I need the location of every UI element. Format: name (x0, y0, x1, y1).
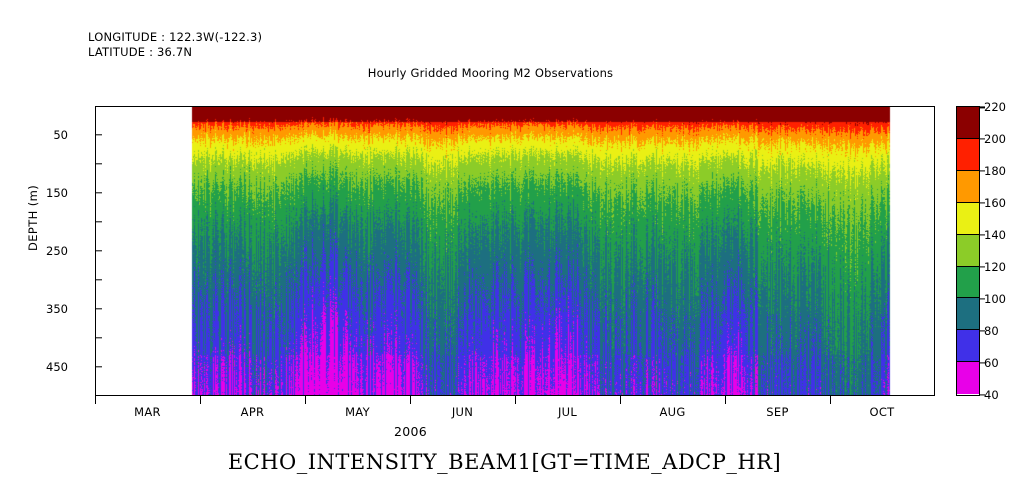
y-axis-minor-tick-mark (95, 279, 102, 281)
colorbar-band (957, 330, 979, 363)
y-axis-tick-mark (95, 308, 102, 310)
y-axis-tick-mark (95, 134, 102, 136)
colorbar-tick-mark (980, 298, 985, 300)
colorbar-band (957, 107, 979, 139)
x-axis-tick-mark (305, 396, 307, 404)
x-axis-tick-label: AUG (659, 405, 686, 419)
x-axis-tick-label: OCT (869, 405, 895, 419)
y-axis-minor-tick-mark (95, 221, 102, 223)
colorbar-band (957, 138, 979, 171)
x-axis-label: 2006 (0, 424, 1009, 439)
colorbar-tick-mark (980, 138, 985, 140)
colorbar-tick-mark (980, 362, 985, 364)
colorbar-tick-label: 120 (984, 259, 1006, 274)
colorbar-band (957, 202, 979, 235)
colorbar-tick-mark (980, 234, 985, 236)
y-axis-tick-mark (95, 366, 102, 368)
y-axis-tick-label: 50 (53, 128, 68, 142)
x-axis-label-text: 2006 (393, 424, 427, 439)
colorbar-tick-mark (980, 106, 985, 108)
plot-caption: ECHO_INTENSITY_BEAM1[GT=TIME_ADCP_HR] (227, 450, 782, 474)
x-axis-tick-label: APR (240, 405, 265, 419)
colorbar-band (957, 234, 979, 267)
x-axis-tick-label: MAR (134, 405, 161, 419)
colorbar-tick-label: 160 (984, 196, 1006, 211)
heatmap-canvas-wrap (96, 107, 934, 395)
y-axis-tick-label: 450 (46, 360, 68, 374)
x-axis-tick-mark (725, 396, 727, 404)
y-axis-minor-tick-mark (95, 337, 102, 339)
y-axis-tick-mark (95, 192, 102, 194)
longitude-text: LONGITUDE : 122.3W(-122.3) (88, 30, 263, 44)
colorbar-band (957, 266, 979, 299)
colorbar-tick-label: 100 (984, 291, 1006, 306)
colorbar-tick-label: 140 (984, 228, 1006, 243)
x-axis-tick-mark (830, 396, 832, 404)
y-axis-tick-label: 350 (46, 302, 68, 316)
y-axis-label: DEPTH (m) (26, 184, 40, 251)
x-axis-tick-mark (515, 396, 517, 404)
x-axis-tick-mark (95, 396, 97, 404)
x-axis-tick-label: MAY (345, 405, 370, 419)
plot-area (95, 106, 935, 396)
colorbar-band (957, 170, 979, 203)
colorbar (956, 106, 980, 396)
colorbar-tick-label: 80 (984, 323, 999, 338)
colorbar-tick-mark (980, 394, 985, 396)
colorbar-tick-label: 60 (984, 355, 999, 370)
y-axis-tick-label: 250 (46, 244, 68, 258)
colorbar-tick-label: 40 (984, 387, 999, 402)
x-axis-tick-label: JUN (451, 405, 474, 419)
x-axis-tick-mark (410, 396, 412, 404)
x-axis-tick-mark (200, 396, 202, 404)
colorbar-tick-label: 180 (984, 164, 1006, 179)
colorbar-band (957, 362, 979, 395)
chart-title-text: Hourly Gridded Mooring M2 Observations (367, 66, 614, 80)
y-axis-minor-tick-mark (95, 163, 102, 165)
colorbar-band (957, 298, 979, 331)
colorbar-tick-label: 200 (984, 132, 1006, 147)
latitude-text: LATITUDE : 36.7N (88, 45, 193, 59)
x-axis-tick-label: SEP (766, 405, 789, 419)
colorbar-tick-mark (980, 202, 985, 204)
chart-title: Hourly Gridded Mooring M2 Observations (0, 66, 1009, 80)
y-axis-tick-mark (95, 250, 102, 252)
colorbar-tick-mark (980, 266, 985, 268)
colorbar-tick-mark (980, 330, 985, 332)
colorbar-tick-mark (980, 170, 985, 172)
y-axis-tick-label: 150 (46, 186, 68, 200)
x-axis-tick-label: JUL (557, 405, 578, 419)
station-coordinates: LONGITUDE : 122.3W(-122.3) LATITUDE : 36… (88, 30, 262, 60)
x-axis-tick-mark (620, 396, 622, 404)
heatmap-canvas (96, 107, 934, 395)
colorbar-tick-label: 220 (984, 100, 1006, 115)
